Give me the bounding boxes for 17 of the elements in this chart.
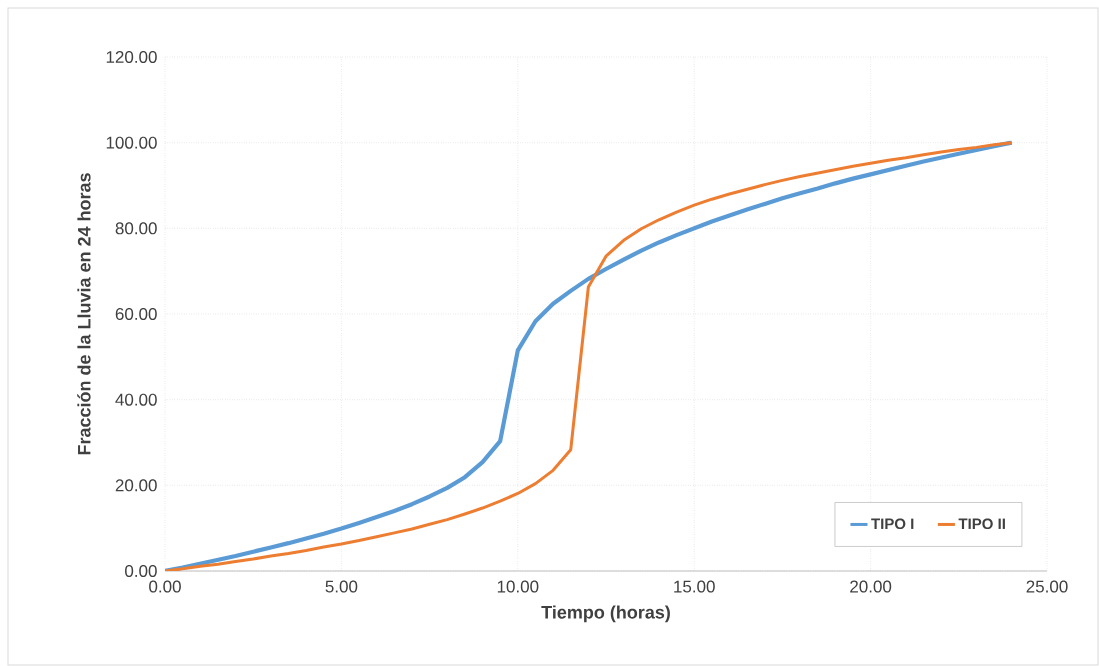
x-tick-label: 0.00: [149, 580, 181, 593]
x-tick-label: 10.00: [497, 580, 539, 593]
y-tick-label: 0.00: [125, 564, 157, 578]
y-tick-label: 80.00: [115, 222, 157, 235]
y-tick-label: 60.00: [115, 307, 157, 321]
x-tick-label: 25.00: [1026, 580, 1068, 593]
y-tick-label: 20.00: [115, 479, 157, 492]
legend-label: TIPO II: [958, 518, 1005, 530]
x-tick-label: 20.00: [850, 580, 892, 593]
x-tick-label: 5.00: [325, 580, 358, 593]
x-axis-title: Tiempo (horas): [541, 605, 670, 623]
legend-label: TIPO I: [871, 518, 914, 530]
y-axis-title: Fracción de la Lluvia en 24 horas: [77, 173, 91, 455]
x-tick-label: 15.00: [674, 580, 715, 593]
y-tick-label: 40.00: [115, 393, 157, 406]
y-tick-label: 100.00: [106, 136, 157, 149]
y-tick-label: 120.00: [106, 50, 157, 64]
